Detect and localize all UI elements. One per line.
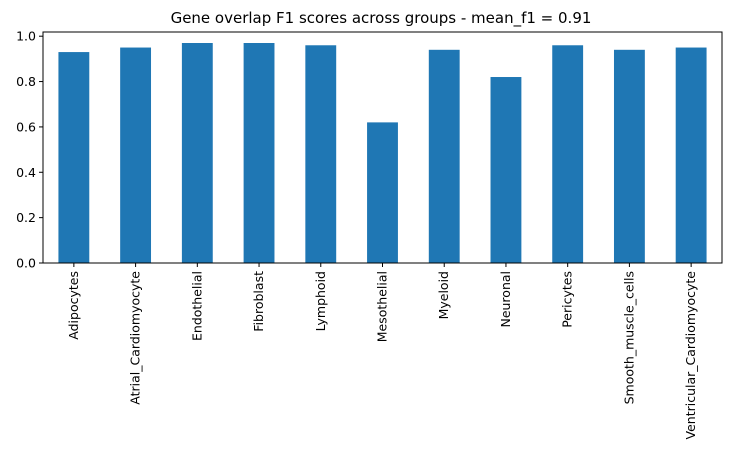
y-tick-label: 0.6 <box>16 119 36 134</box>
bar-myeloid <box>428 49 460 263</box>
x-tick-label: Atrial_Cardiomyocyte <box>128 271 143 405</box>
x-tick-label: Myeloid <box>436 271 451 319</box>
x-tick-label: Pericytes <box>560 271 575 328</box>
bar-smooth-muscle-cells <box>613 49 645 263</box>
plot-frame <box>42 31 723 264</box>
y-tick-label: 0.4 <box>16 165 36 180</box>
y-tick-label: 0.0 <box>16 256 36 271</box>
x-tick-label: Ventricular_Cardiomyocyte <box>683 271 698 440</box>
y-tick-label: 0.8 <box>16 74 36 89</box>
bar-endothelial <box>181 43 213 263</box>
x-tick-label: Fibroblast <box>251 271 266 332</box>
x-tick-label: Lymphoid <box>313 271 328 331</box>
bar-adipocytes <box>58 52 90 263</box>
x-tick-label: Mesothelial <box>375 271 390 342</box>
bar-pericytes <box>552 45 584 263</box>
y-tick-label: 0.2 <box>16 210 36 225</box>
chart-title: Gene overlap F1 scores across groups - m… <box>171 9 592 28</box>
bar-ventricular-cardiomyocyte <box>675 47 707 263</box>
y-tick-label: 1.0 <box>16 29 36 44</box>
x-tick-label: Endothelial <box>189 271 204 341</box>
bar-mesothelial <box>367 122 398 263</box>
bars-layer <box>58 43 707 264</box>
bar-lymphoid <box>305 45 337 263</box>
x-tick-label: Adipocytes <box>66 271 81 340</box>
y-axis: 0.0 0.2 0.4 0.6 0.8 1.0 <box>16 29 43 271</box>
bar-neuronal <box>490 77 522 264</box>
x-tick-label: Smooth_muscle_cells <box>621 271 636 404</box>
bar-atrial-cardiomyocyte <box>120 47 152 263</box>
bar-fibroblast <box>243 43 275 263</box>
x-tick-label: Neuronal <box>498 271 513 328</box>
x-axis: Adipocytes Atrial_Cardiomyocyte Endothelia… <box>66 263 698 439</box>
